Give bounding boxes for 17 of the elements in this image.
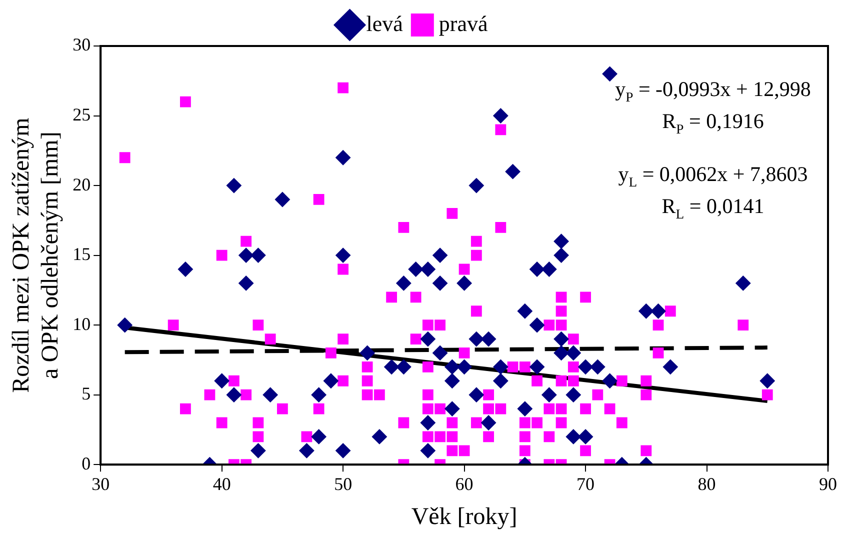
- y-tick-label: 25: [72, 104, 91, 124]
- y-tick-label: 5: [82, 384, 91, 404]
- x-tick-label: 50: [334, 474, 352, 494]
- y-axis-title: Rozdíl mezi OPK zatíženým a OPK odlehčeným [mm]: [8, 117, 64, 393]
- legend-label: levá: [366, 10, 404, 36]
- y-tick-label: 15: [72, 244, 91, 264]
- y-tick-label: 10: [72, 314, 91, 334]
- y-tick-label: 30: [72, 34, 91, 55]
- y-tick-label: 0: [82, 453, 91, 474]
- legend-label: pravá: [438, 10, 488, 36]
- x-tick-label: 80: [698, 474, 716, 494]
- x-tick-label: 90: [819, 474, 837, 494]
- x-tick-label: 40: [212, 474, 231, 494]
- x-tick-label: 70: [576, 474, 595, 494]
- y-tick-label: 20: [72, 174, 91, 194]
- x-tick-label: 60: [455, 474, 474, 494]
- x-axis-title: Věk [roky]: [411, 504, 518, 530]
